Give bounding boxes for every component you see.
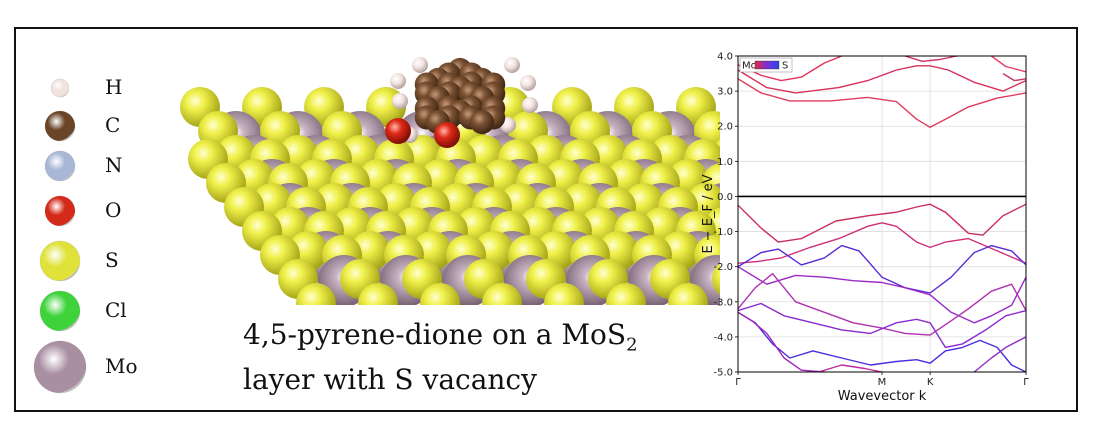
x-tick-label: M bbox=[878, 377, 887, 388]
band-line-5 bbox=[1002, 73, 1026, 82]
atom bbox=[520, 75, 536, 91]
y-tick-label: -5.0 bbox=[713, 368, 733, 379]
atom bbox=[712, 263, 720, 295]
atom bbox=[412, 57, 428, 73]
atom bbox=[390, 73, 406, 89]
atom bbox=[504, 57, 520, 73]
band-line-4 bbox=[990, 56, 1026, 73]
atom bbox=[358, 283, 398, 305]
band-line-3 bbox=[904, 56, 958, 62]
band-line-1 bbox=[738, 65, 1026, 94]
y-tick-label: -1.0 bbox=[713, 227, 733, 238]
caption-line-1: 4,5-pyrene-dione on a MoS2 bbox=[243, 318, 638, 363]
y-tick-label: 4.0 bbox=[717, 52, 733, 63]
y-tick-label: 0.0 bbox=[717, 192, 733, 203]
atom bbox=[482, 283, 522, 305]
legend-label-n: N bbox=[105, 153, 123, 177]
atom bbox=[296, 283, 336, 305]
band-structure-chart: -5.0 -4.0 -3.0 -2.0 -1.0 0.0 1.0 2.0 3.0 4.0 Γ M K Γ W… bbox=[701, 52, 1029, 405]
caption-subscript: 2 bbox=[626, 334, 638, 356]
legend-atom-o-icon bbox=[44, 195, 76, 227]
colorbar-gradient bbox=[754, 60, 780, 70]
y-tick-label: 2.0 bbox=[717, 122, 733, 133]
y-axis-label: E − E_F / eV bbox=[701, 174, 716, 253]
atom bbox=[470, 110, 494, 135]
band-line-8 bbox=[738, 244, 1026, 294]
band-line-0 bbox=[738, 78, 1026, 128]
caption-line-2: layer with S vacancy bbox=[243, 362, 537, 396]
mos2-pyrene-dione-structure bbox=[180, 57, 720, 305]
y-tick-label: -3.0 bbox=[713, 297, 733, 308]
atom bbox=[544, 283, 584, 305]
band-line-9 bbox=[738, 266, 1026, 324]
atom bbox=[522, 97, 538, 113]
x-tick-label: K bbox=[927, 377, 934, 388]
x-axis-label: Wavevector k bbox=[838, 389, 927, 404]
x-tick-label: Γ bbox=[735, 377, 741, 388]
y-tick-label: 1.0 bbox=[717, 157, 733, 168]
atom bbox=[385, 118, 411, 144]
structure-caption: 4,5-pyrene-dione on a MoS2 layer with S … bbox=[243, 318, 638, 397]
x-tick-label: Γ bbox=[1023, 377, 1029, 388]
band-line-15 bbox=[973, 336, 1026, 372]
figure-frame bbox=[14, 27, 1078, 412]
legend-label-cl: Cl bbox=[105, 298, 127, 322]
band-line-6 bbox=[738, 203, 1026, 243]
atom bbox=[392, 93, 408, 109]
legend-atom-cl-icon bbox=[39, 290, 81, 332]
atom bbox=[434, 122, 460, 148]
colorbar-left-label: Mo bbox=[742, 61, 757, 72]
atom bbox=[420, 283, 460, 305]
band-line-11 bbox=[738, 302, 1026, 349]
caption-line-1-text: 4,5-pyrene-dione on a MoS bbox=[243, 318, 627, 351]
legend-label-c: C bbox=[105, 113, 121, 137]
band-line-10 bbox=[738, 273, 1026, 336]
legend-atom-mo-icon bbox=[33, 340, 87, 394]
legend-label-o: O bbox=[105, 198, 122, 222]
band-line-7 bbox=[738, 222, 1026, 264]
y-tick-label: -4.0 bbox=[713, 332, 733, 343]
legend-atom-c-icon bbox=[44, 110, 76, 142]
colorbar-right-label: S bbox=[782, 61, 788, 72]
y-tick-label: 3.0 bbox=[717, 87, 733, 98]
atom bbox=[668, 283, 708, 305]
legend-atom-h-icon bbox=[50, 78, 70, 98]
colorbar-legend: Mo S bbox=[739, 57, 793, 73]
legend-atom-s-icon bbox=[39, 240, 81, 282]
y-tick-label: -2.0 bbox=[713, 262, 733, 273]
legend-atom-n-icon bbox=[44, 150, 76, 182]
band-line-12 bbox=[738, 311, 1026, 372]
legend-label-h: H bbox=[105, 75, 123, 99]
band-line-2 bbox=[738, 56, 842, 82]
band-line-13 bbox=[738, 311, 825, 372]
atom bbox=[606, 283, 646, 305]
legend-label-s: S bbox=[105, 248, 119, 272]
legend-label-mo: Mo bbox=[105, 354, 138, 378]
band-line-14 bbox=[818, 364, 883, 372]
